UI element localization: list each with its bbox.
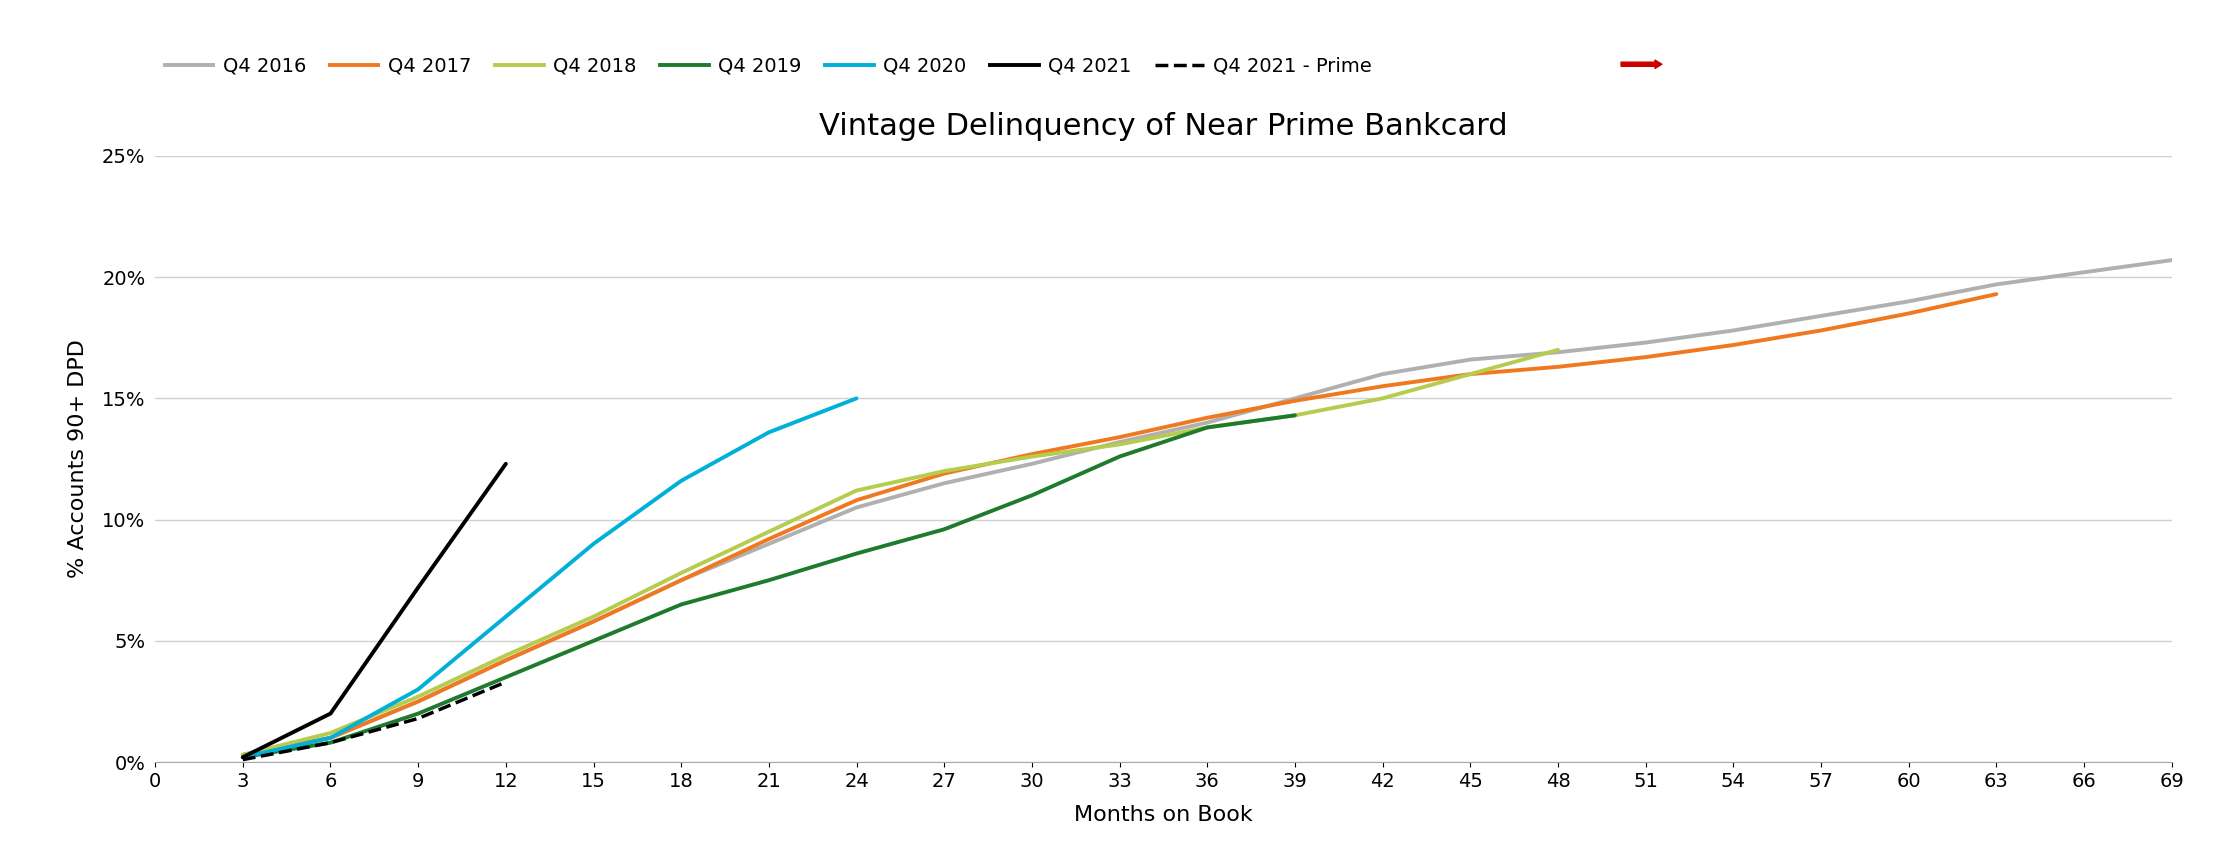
Title: Vintage Delinquency of Near Prime Bankcard: Vintage Delinquency of Near Prime Bankca… (820, 112, 1507, 141)
X-axis label: Months on Book: Months on Book (1075, 805, 1252, 824)
Y-axis label: % Accounts 90+ DPD: % Accounts 90+ DPD (69, 339, 89, 578)
Legend: Q4 2016, Q4 2017, Q4 2018, Q4 2019, Q4 2020, Q4 2021, Q4 2021 - Prime: Q4 2016, Q4 2017, Q4 2018, Q4 2019, Q4 2… (164, 56, 1372, 75)
